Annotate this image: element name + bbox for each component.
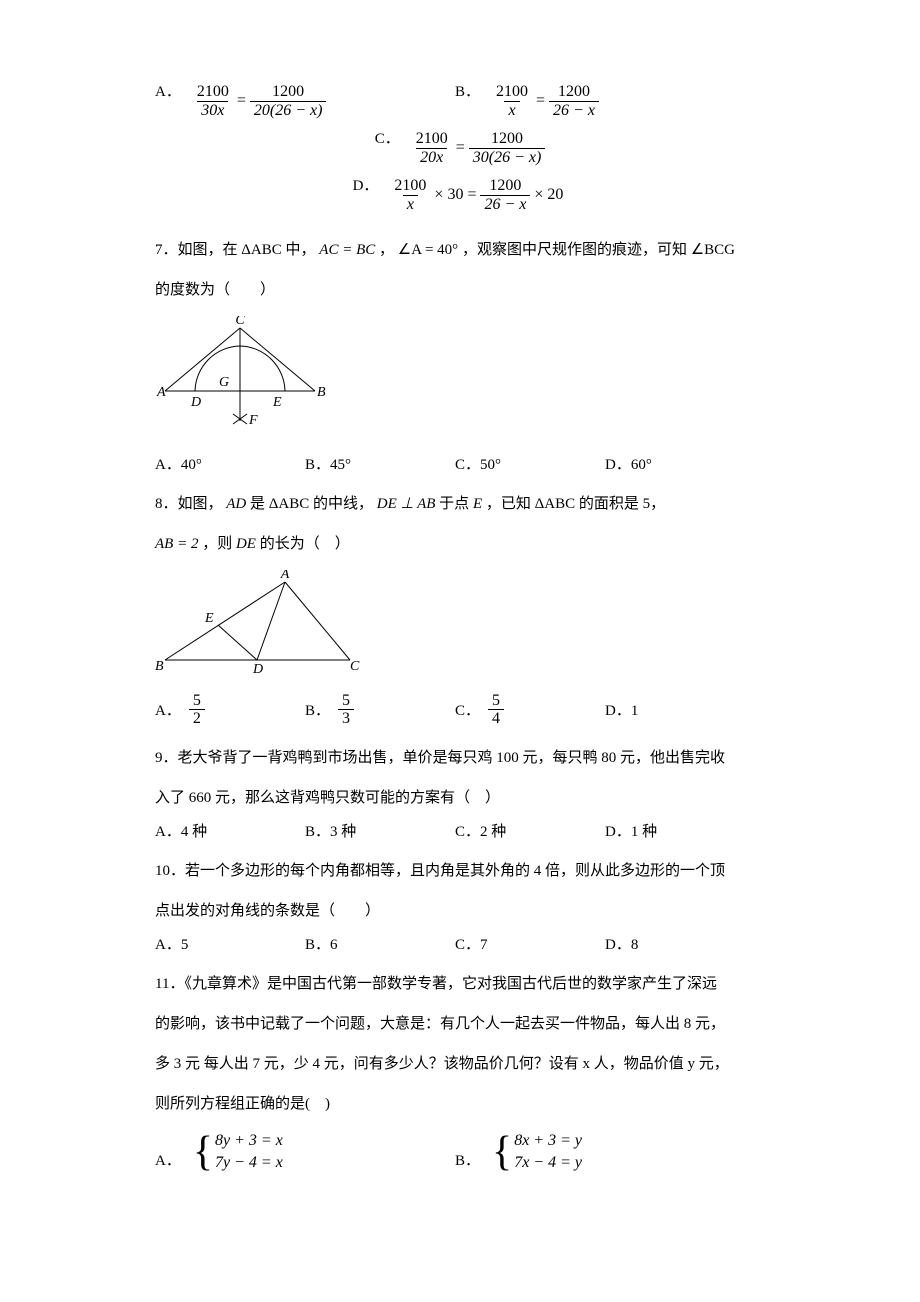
fraction: 1200 30(26 − x)	[469, 130, 546, 166]
fraction: 5 2	[189, 692, 205, 728]
svg-text:G: G	[219, 375, 229, 390]
option-label: A．	[155, 84, 181, 100]
svg-text:D: D	[190, 395, 201, 410]
svg-text:D: D	[252, 662, 263, 675]
fraction: 1200 26 − x	[549, 83, 599, 119]
q7-options: A．40° B．45° C．50° D．60°	[155, 453, 765, 474]
fraction: 1200 20(26 − x)	[250, 83, 327, 119]
q6-row-c: C． 2100 20x = 1200 30(26 − x)	[155, 127, 765, 166]
q6-row-d: D． 2100 x × 30 = 1200 26 − x × 20	[155, 174, 765, 213]
system-equation: { 8x + 3 = y 7x − 4 = y	[492, 1130, 582, 1175]
q11-line2: 的影响，该书中记载了一个问题，大意是：有几个人一起去买一件物品，每人出 8 元，	[155, 1006, 765, 1042]
equation: 2100 x × 30 = 1200 26 − x × 20	[390, 177, 567, 213]
svg-text:B: B	[317, 385, 326, 400]
q10-option-d: D．8	[605, 933, 755, 954]
option-label: D．	[353, 178, 379, 194]
q7-option-a: A．40°	[155, 453, 305, 474]
svg-text:F: F	[248, 413, 258, 428]
fraction: 1200 26 − x	[480, 177, 530, 213]
q8-line2: AB = 2 ，则 DE 的长为（ ）	[155, 526, 765, 562]
q10-line2: 点出发的对角线的条数是（ ）	[155, 893, 765, 929]
q7-option-b: B．45°	[305, 453, 455, 474]
q9-option-c: C．2 种	[455, 820, 605, 841]
q9-line2: 入了 660 元，那么这背鸡鸭只数可能的方案有（ ）	[155, 780, 765, 816]
triangle-construction-icon: C A B G D E F	[155, 316, 330, 436]
fraction: 5 3	[338, 692, 354, 728]
svg-text:E: E	[272, 395, 282, 410]
svg-text:A: A	[156, 385, 166, 400]
q6-option-c: C． 2100 20x = 1200 30(26 − x)	[375, 127, 546, 166]
q7-option-c: C．50°	[455, 453, 605, 474]
option-label: B．	[455, 84, 480, 100]
q11-option-b: B． { 8x + 3 = y 7x − 4 = y	[455, 1130, 765, 1175]
q8-figure: A B C D E	[155, 570, 765, 680]
left-brace-icon: {	[492, 1131, 512, 1173]
equation: 2100 30x = 1200 20(26 − x)	[193, 83, 327, 119]
q8-option-c: C． 5 4	[455, 692, 605, 728]
svg-text:A: A	[280, 570, 290, 582]
q11-option-a: A． { 8y + 3 = x 7y − 4 = x	[155, 1130, 455, 1175]
q7-option-d: D．60°	[605, 453, 755, 474]
q9-option-a: A．4 种	[155, 820, 305, 841]
fraction: 2100 x	[492, 83, 532, 119]
q8-option-b: B． 5 3	[305, 692, 455, 728]
svg-text:B: B	[155, 659, 164, 674]
q7-line1: 7．如图，在 ΔABC 中， AC = BC ， ∠A = 40° ，观察图中尺…	[155, 232, 765, 268]
q6-row-ab: A． 2100 30x = 1200 20(26 − x) B． 2100 x …	[155, 80, 765, 119]
left-brace-icon: {	[193, 1131, 213, 1173]
q6-option-d: D． 2100 x × 30 = 1200 26 − x × 20	[353, 174, 568, 213]
fraction: 5 4	[488, 692, 504, 728]
q11-line1: 11．《九章算术》是中国古代第一部数学专著，它对我国古代后世的数学家产生了深远	[155, 966, 765, 1002]
svg-text:C: C	[235, 316, 245, 328]
option-label: B．	[455, 1153, 480, 1169]
equation: 2100 x = 1200 26 − x	[492, 83, 599, 119]
q6-option-a: A． 2100 30x = 1200 20(26 − x)	[155, 80, 455, 119]
q10-option-b: B．6	[305, 933, 455, 954]
q9-options: A．4 种 B．3 种 C．2 种 D．1 种	[155, 820, 765, 841]
triangle-median-icon: A B C D E	[155, 570, 365, 675]
fraction: 2100 x	[390, 177, 430, 213]
times-text: × 20	[534, 186, 563, 204]
q11-line3: 多 3 元 每人出 7 元，少 4 元，问有多少人？该物品价几何？设有 x 人，…	[155, 1046, 765, 1082]
equation: 2100 20x = 1200 30(26 − x)	[412, 130, 546, 166]
q7-line2: 的度数为（ ）	[155, 272, 765, 308]
fraction: 2100 30x	[193, 83, 233, 119]
q10-option-a: A．5	[155, 933, 305, 954]
q9-option-d: D．1 种	[605, 820, 755, 841]
q10-option-c: C．7	[455, 933, 605, 954]
q9-option-b: B．3 种	[305, 820, 455, 841]
option-label: C．	[375, 131, 400, 147]
q8-line1: 8．如图， AD 是 ΔABC 的中线， DE ⊥ AB 于点 E ，已知 ΔA…	[155, 486, 765, 522]
q8-option-a: A． 5 2	[155, 692, 305, 728]
q9-line1: 9．老大爷背了一背鸡鸭到市场出售，单价是每只鸡 100 元，每只鸭 80 元，他…	[155, 740, 765, 776]
q8-option-d: D．1	[605, 692, 755, 728]
q7-figure: C A B G D E F	[155, 316, 765, 441]
svg-text:C: C	[350, 659, 360, 674]
q11-row-ab: A． { 8y + 3 = x 7y − 4 = x B． { 8x + 3 =…	[155, 1130, 765, 1175]
svg-text:E: E	[204, 611, 214, 626]
times-text: × 30 =	[434, 186, 476, 204]
system-equation: { 8y + 3 = x 7y − 4 = x	[193, 1130, 283, 1175]
q8-options: A． 5 2 B． 5 3 C． 5 4 D．1	[155, 692, 765, 728]
q11-line4: 则所列方程组正确的是( )	[155, 1086, 765, 1122]
q6-option-b: B． 2100 x = 1200 26 − x	[455, 80, 765, 119]
q10-line1: 10．若一个多边形的每个内角都相等，且内角是其外角的 4 倍，则从此多边形的一个…	[155, 853, 765, 889]
fraction: 2100 20x	[412, 130, 452, 166]
q10-options: A．5 B．6 C．7 D．8	[155, 933, 765, 954]
option-label: A．	[155, 1153, 181, 1169]
